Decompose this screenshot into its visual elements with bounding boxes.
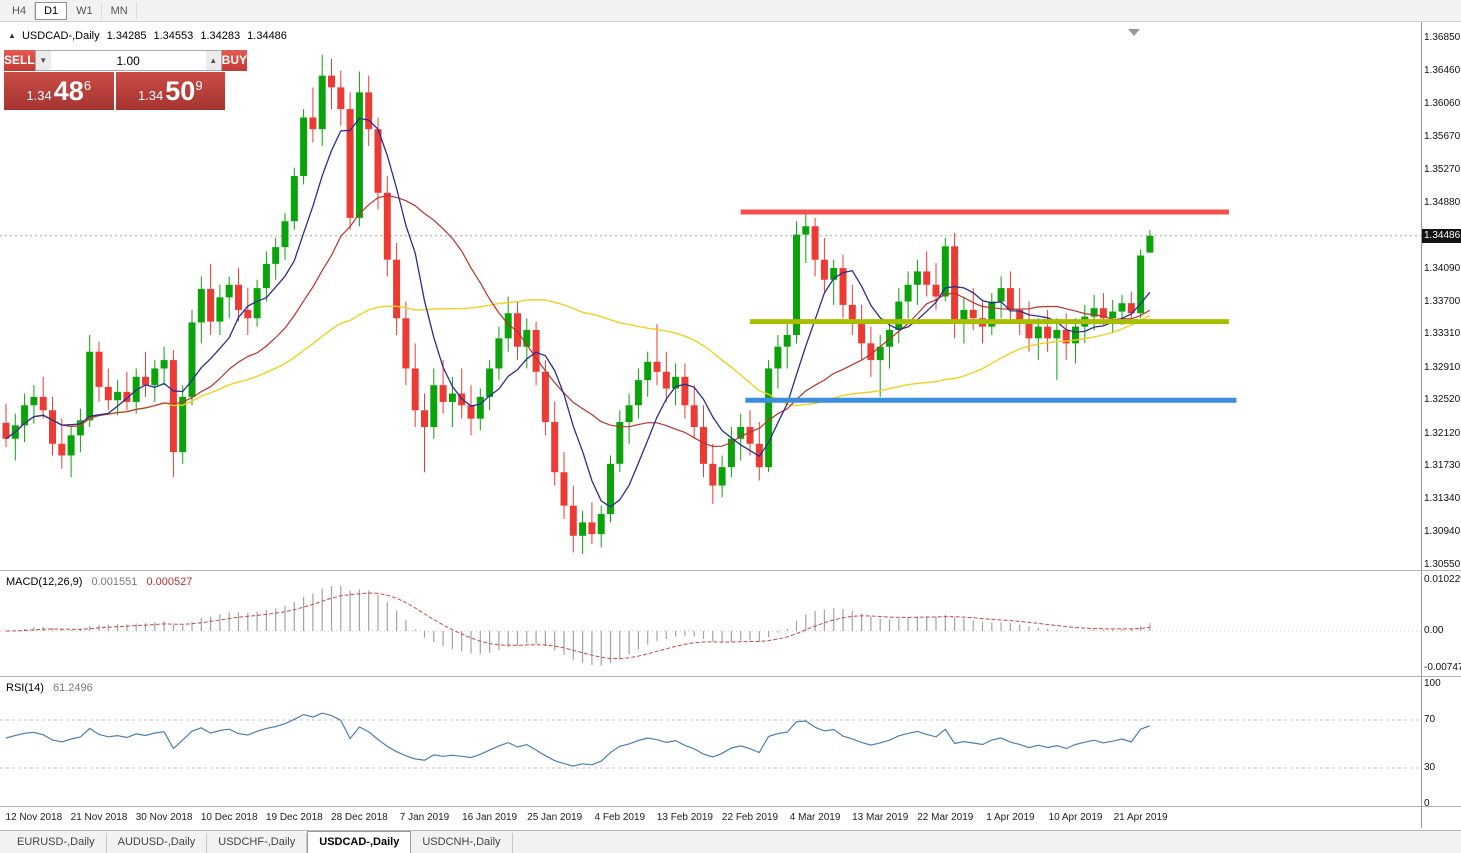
date-tick-label: 1 Apr 2019 — [986, 812, 1035, 823]
ohlc-low: 1.34283 — [200, 30, 241, 42]
date-tick-label: 28 Dec 2018 — [331, 812, 388, 823]
ohlc-high: 1.34553 — [153, 30, 194, 42]
macd-signal-line — [5, 592, 1150, 660]
macd-histogram — [14, 585, 1151, 666]
date-tick-label: 12 Nov 2018 — [5, 812, 63, 823]
ask-quote[interactable]: 1.34 50 9 — [115, 72, 225, 110]
date-tick-label: 22 Feb 2019 — [721, 812, 779, 823]
rsi-tick-label: 70 — [1424, 714, 1436, 725]
current-price-tag: 1.34486 — [1422, 228, 1461, 243]
rsi-name: RSI(14) — [6, 682, 44, 694]
chart-tab-usdcad[interactable]: USDCAD-,Daily — [307, 831, 412, 853]
rsi-indicator-label: RSI(14) 61.2496 — [6, 682, 93, 694]
date-tick-label: 4 Mar 2019 — [789, 812, 841, 823]
date-tick-label: 16 Jan 2019 — [462, 812, 518, 823]
price-tick-label: 1.34880 — [1424, 196, 1461, 208]
price-tick-label: 1.36460 — [1424, 64, 1461, 76]
price-tick-label: 1.30940 — [1424, 526, 1461, 538]
price-tick-label: 1.31730 — [1424, 460, 1461, 472]
timeframe-button-h4[interactable]: H4 — [3, 1, 36, 20]
macd-tick-label: 0.00 — [1424, 625, 1444, 636]
sell-button[interactable]: SELL — [4, 50, 35, 71]
macd-name: MACD(12,26,9) — [6, 576, 83, 588]
ohlc-open: 1.34285 — [106, 30, 147, 42]
chart-tab-usdcnh[interactable]: USDCNH-,Daily — [411, 833, 513, 853]
ask-big-digits: 50 — [165, 76, 196, 106]
bid-prefix: 1.34 — [26, 88, 52, 103]
macd-pane — [0, 585, 1421, 666]
chart-tab-audusd[interactable]: AUDUSD-,Daily — [107, 833, 208, 853]
date-tick-label: 30 Nov 2018 — [135, 812, 193, 823]
rsi-pane — [0, 712, 1421, 769]
date-tick-label: 13 Mar 2019 — [852, 812, 909, 823]
rsi-tick-label: 0 — [1424, 798, 1430, 809]
volume-increase-button[interactable]: ▲ — [205, 51, 221, 70]
date-tick-label: 10 Apr 2019 — [1048, 812, 1103, 823]
rsi-tick-label: 30 — [1424, 762, 1436, 773]
rsi-tick-label: 100 — [1424, 678, 1441, 689]
rsi-value: 61.2496 — [52, 682, 93, 694]
date-tick-label: 7 Jan 2019 — [399, 812, 450, 823]
timeframe-button-mn[interactable]: MN — [102, 1, 137, 20]
timeframe-button-d1[interactable]: D1 — [35, 1, 68, 20]
bid-pip-digit: 6 — [83, 77, 92, 93]
chart-tab-bar: EURUSD-,Daily AUDUSD-,Daily USDCHF-,Daily U… — [0, 830, 1461, 853]
ma-line-7 — [5, 117, 1151, 508]
volume-input[interactable] — [50, 51, 206, 70]
symbol-name: USDCAD-,Daily — [21, 30, 100, 42]
ask-pip-digit: 9 — [195, 77, 203, 93]
macd-signal-value: 0.000527 — [146, 576, 193, 588]
price-tick-label: 1.32120 — [1424, 427, 1461, 439]
ohlc-info: ▲ USDCAD-,Daily 1.34285 1.34553 1.34283 … — [8, 30, 291, 42]
macd-indicator-label: MACD(12,26,9) 0.001551 0.000527 — [6, 576, 192, 588]
price-pane — [0, 29, 1421, 555]
ohlc-close: 1.34486 — [247, 30, 287, 42]
chart-svg[interactable] — [0, 22, 1461, 832]
price-tick-label: 1.30550 — [1424, 559, 1461, 571]
macd-tick-label: -0.007477 — [1424, 662, 1461, 674]
date-tick-label: 10 Dec 2018 — [200, 812, 258, 823]
date-tick-label: 21 Apr 2019 — [1113, 812, 1168, 823]
macd-tick-label: 0.010229 — [1424, 573, 1461, 585]
chart-shift-marker[interactable] — [1128, 29, 1140, 36]
date-tick-label: 25 Jan 2019 — [527, 812, 583, 823]
chart-tab-usdchf[interactable]: USDCHF-,Daily — [207, 833, 308, 853]
date-tick-label: 4 Feb 2019 — [594, 812, 646, 823]
date-tick-label: 21 Nov 2018 — [70, 812, 128, 823]
price-tick-label: 1.32520 — [1424, 394, 1461, 406]
buy-button[interactable]: BUY — [221, 50, 248, 71]
price-tick-label: 1.33310 — [1424, 328, 1461, 340]
chart-tab-eurusd[interactable]: EURUSD-,Daily — [6, 833, 107, 853]
price-tick-label: 1.31340 — [1424, 492, 1461, 504]
macd-main-value: 0.001551 — [91, 576, 138, 588]
date-tick-label: 22 Mar 2019 — [917, 812, 974, 823]
volume-spinner: ▼ ▲ — [34, 50, 222, 71]
ma-line-45 — [5, 298, 1151, 440]
rsi-line — [5, 712, 1151, 767]
price-tick-label: 1.33700 — [1424, 295, 1461, 307]
volume-decrease-button[interactable]: ▼ — [35, 51, 51, 70]
collapse-triangle-icon[interactable]: ▲ — [8, 31, 16, 40]
date-tick-label: 13 Feb 2019 — [656, 812, 713, 823]
candles-layer — [2, 54, 1154, 555]
chart-area: ▲ USDCAD-,Daily 1.34285 1.34553 1.34283 … — [0, 22, 1461, 832]
timeframe-button-w1[interactable]: W1 — [67, 1, 102, 20]
price-tick-label: 1.34090 — [1424, 262, 1461, 274]
price-tick-label: 1.32910 — [1424, 361, 1461, 373]
bid-quote[interactable]: 1.34 48 6 — [4, 72, 114, 110]
timeframe-toolbar: H4 D1 W1 MN — [0, 0, 1461, 22]
price-tick-label: 1.35670 — [1424, 130, 1461, 142]
price-tick-label: 1.36060 — [1424, 98, 1461, 110]
ma-line-18 — [5, 194, 1151, 448]
bid-big-digits: 48 — [53, 76, 84, 106]
one-click-trading-panel: SELL ▼ ▲ BUY 1.34 48 6 1.34 50 9 — [4, 50, 248, 110]
price-tick-label: 1.36850 — [1424, 32, 1461, 43]
price-tick-label: 1.35270 — [1424, 164, 1461, 176]
date-tick-label: 19 Dec 2018 — [265, 812, 323, 823]
ask-prefix: 1.34 — [137, 88, 164, 103]
